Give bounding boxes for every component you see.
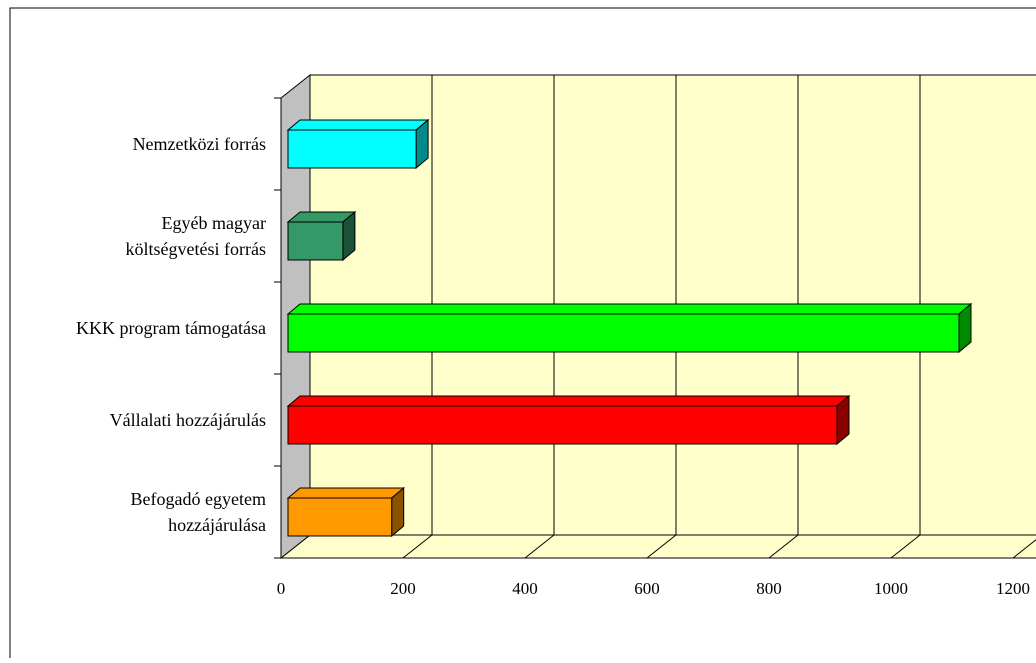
bar-front [287,313,960,353]
bar-front [287,221,344,261]
floor-gridline [646,534,677,559]
floor [279,534,1036,559]
category-label: Egyéb magyar költségvetési forrás [126,213,266,259]
x-tick-label: 200 [390,579,416,598]
x-tick-label: 1000 [874,579,908,598]
bar-front [287,497,393,537]
x-tick-labels: 0 200 400 600 800 1000 1200 [277,579,1030,598]
floor-gridline [1012,539,1036,559]
floor-gridline [402,534,433,559]
bar-top [286,303,973,315]
bar-front [287,129,417,169]
bar [286,118,430,170]
bar [286,486,406,538]
floor-gridline [524,534,555,559]
category-labels: Befogadó egyetem hozzájárulása Vállalati h… [76,134,266,535]
bar-top [286,395,851,407]
bar [286,302,973,354]
bar-top [286,119,430,131]
category-label: KKK program támogatása [76,318,266,338]
bar-front [287,405,838,445]
category-label: Nemzetközi forrás [133,134,266,154]
bar-top [286,487,406,499]
bars [286,118,973,538]
floor-gridline [890,534,921,559]
category-label: Befogadó egyetem hozzájárulása [131,489,266,535]
category-label: Vállalati hozzájárulás [110,410,266,430]
bar [286,210,357,262]
x-tick-label: 600 [634,579,660,598]
x-tick-label: 1200 [996,579,1030,598]
bar [286,394,851,446]
axes [274,97,1036,559]
floor-gridline [768,534,799,559]
x-tick-label: 400 [512,579,538,598]
x-tick-label: 800 [756,579,782,598]
x-tick-label: 0 [277,579,286,598]
